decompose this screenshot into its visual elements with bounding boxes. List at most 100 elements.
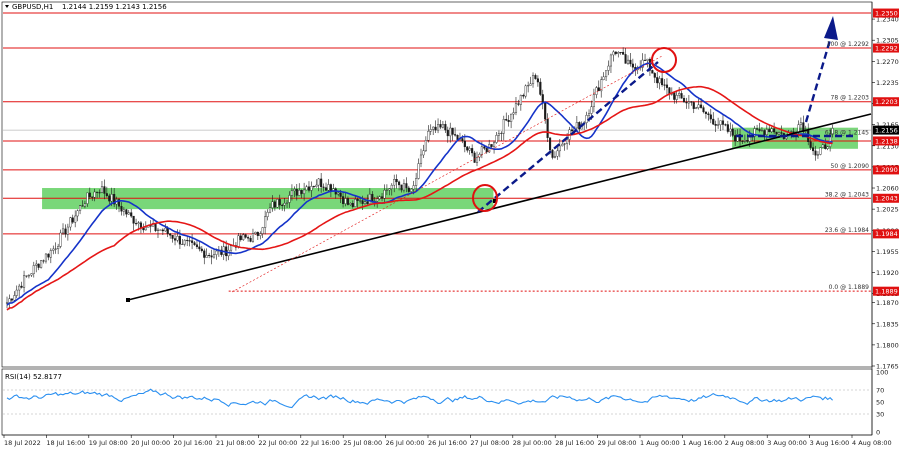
candle-body xyxy=(510,113,513,122)
rsi-tick-label: 30 xyxy=(876,411,884,419)
candle-body xyxy=(398,181,401,186)
candle-body xyxy=(25,275,28,277)
candle-body xyxy=(283,203,286,206)
candle-body xyxy=(239,235,242,240)
candle-body xyxy=(527,85,530,87)
candle-body xyxy=(79,205,82,211)
time-tick-label: 28 Jul 16:00 xyxy=(555,439,594,447)
candle-body xyxy=(799,122,802,125)
candle-body xyxy=(366,201,369,205)
candle-body xyxy=(692,102,695,109)
fib-level-label: 0.0 @ 1.1889 xyxy=(829,284,870,291)
fib-level-label: 61.8 @ 1.2145 xyxy=(825,130,869,137)
candle-body xyxy=(322,186,325,188)
candle-body xyxy=(54,248,57,250)
candle-body xyxy=(475,156,479,163)
time-tick-label: 19 Jul 08:00 xyxy=(89,439,128,447)
time-tick-label: 26 Jul 16:00 xyxy=(428,439,467,447)
candle-body xyxy=(758,129,761,131)
candle-body xyxy=(738,134,742,142)
price-tick-label: 1.2165 xyxy=(876,121,899,129)
candle-body xyxy=(648,58,651,71)
candle-body xyxy=(52,248,55,251)
candle-body xyxy=(595,87,598,95)
candle-body xyxy=(298,190,301,196)
price-tag-label: 1.1889 xyxy=(875,287,898,295)
time-tick-label: 26 Jul 00:00 xyxy=(386,439,425,447)
candle-body xyxy=(110,194,113,202)
chart-symbol: GBPUSD,H1 xyxy=(12,3,53,11)
candle-body xyxy=(473,152,476,163)
candle-body xyxy=(256,231,259,236)
candle-body xyxy=(359,200,362,202)
candle-body xyxy=(242,234,245,240)
symbol-dropdown-icon[interactable] xyxy=(5,5,9,8)
price-axis: 1.23401.23051.22701.22351.22001.21651.21… xyxy=(872,8,899,371)
forecast-arrow-shaft xyxy=(804,39,832,123)
candle-body xyxy=(117,199,121,207)
candle-body xyxy=(770,128,773,133)
candle-body xyxy=(91,196,94,198)
candle-body xyxy=(390,184,393,189)
candle-body xyxy=(436,124,440,131)
candle-body xyxy=(312,186,315,188)
candle-body xyxy=(529,83,532,86)
candle-body xyxy=(368,193,371,205)
candle-body xyxy=(821,144,824,148)
price-tick-label: 1.2025 xyxy=(876,206,899,214)
candle-body xyxy=(137,222,140,224)
candle-body xyxy=(707,113,710,115)
candle-body xyxy=(405,183,408,189)
candle-body xyxy=(721,120,725,125)
fib-level-label: 78 @ 1.2203 xyxy=(831,95,870,102)
candle-body xyxy=(13,295,16,301)
candle-body xyxy=(293,189,296,192)
candle-body xyxy=(307,186,311,191)
candle-body xyxy=(665,84,669,88)
candle-body xyxy=(264,216,267,228)
rsi-tick-label: 100 xyxy=(876,369,888,377)
candle-body xyxy=(541,94,544,103)
candle-body xyxy=(602,76,605,80)
candle-body xyxy=(305,186,308,191)
candle-body xyxy=(641,59,644,68)
candle-body xyxy=(47,253,50,258)
candle-body xyxy=(819,147,822,155)
candle-body xyxy=(429,129,432,132)
candle-body xyxy=(480,146,483,155)
candle-body xyxy=(485,148,488,153)
candle-body xyxy=(169,233,172,236)
candle-body xyxy=(144,227,147,231)
candle-body xyxy=(587,113,591,116)
candle-body xyxy=(86,192,89,204)
candle-body xyxy=(10,298,13,301)
candle-body xyxy=(585,115,588,123)
candle-body xyxy=(203,250,206,258)
candle-body xyxy=(731,128,734,136)
candle-body xyxy=(42,260,45,262)
candle-body xyxy=(22,275,26,288)
candle-body xyxy=(237,235,240,248)
candle-body xyxy=(678,93,681,96)
fib-level-label: 50 @ 1.2090 xyxy=(831,163,870,170)
candle-body xyxy=(64,228,67,235)
candle-body xyxy=(712,118,715,125)
candle-body xyxy=(544,102,547,120)
candle-body xyxy=(753,128,756,137)
candle-body xyxy=(66,226,69,235)
candle-body xyxy=(432,126,435,130)
candle-body xyxy=(164,227,167,232)
candle-body xyxy=(261,227,264,234)
candle-body xyxy=(76,210,79,217)
ma-fast-line xyxy=(6,62,833,306)
candle-body xyxy=(57,246,60,250)
candle-body xyxy=(81,205,84,207)
candle-body xyxy=(171,235,174,239)
candle-body xyxy=(680,93,683,99)
candle-body xyxy=(624,54,627,64)
time-tick-label: 22 Jul 00:00 xyxy=(258,439,297,447)
candle-body xyxy=(726,124,729,132)
candle-body xyxy=(395,179,398,183)
candle-body xyxy=(556,150,559,157)
candle-body xyxy=(132,215,135,224)
